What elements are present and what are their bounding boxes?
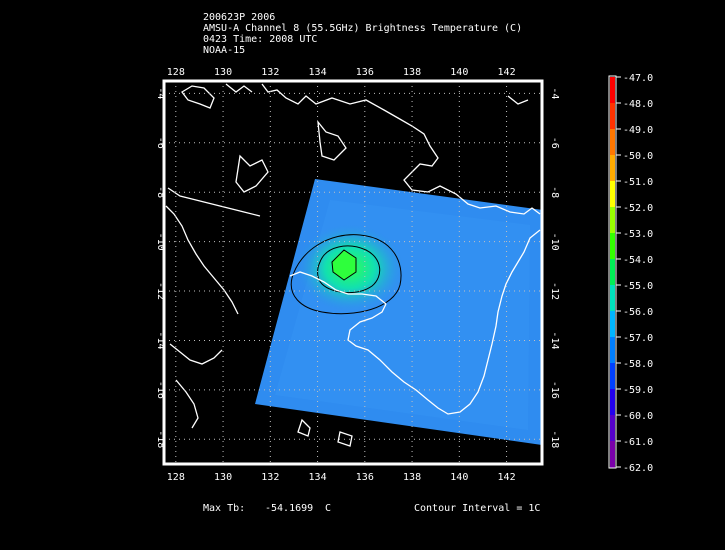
lat-label-left: -18 xyxy=(155,430,166,448)
lon-label-bottom: 128 xyxy=(167,472,185,483)
lat-label-left: -14 xyxy=(155,331,166,349)
lon-labels-bottom: 128 130 132 134 136 138 140 142 xyxy=(167,472,516,483)
lat-label-left: -6 xyxy=(155,137,166,149)
colorbar-label: -62.0 xyxy=(623,463,653,474)
lat-label-left: -12 xyxy=(155,282,166,300)
lat-label-right: -4 xyxy=(549,87,560,99)
max-tb-unit: C xyxy=(325,503,332,514)
colorbar-segment xyxy=(610,259,615,286)
colorbar-label: -58.0 xyxy=(623,359,653,370)
lon-label-top: 132 xyxy=(261,67,279,78)
colorbar-label: -57.0 xyxy=(623,333,653,344)
colorbar-segment xyxy=(610,181,615,208)
lon-label-top: 138 xyxy=(403,67,421,78)
lon-label-top: 130 xyxy=(214,67,232,78)
lon-label-top: 140 xyxy=(450,67,468,78)
lat-label-right: -6 xyxy=(549,137,560,149)
colorbar-segment xyxy=(610,363,615,390)
colorbar-label: -61.0 xyxy=(623,437,653,448)
colorbar-label: -53.0 xyxy=(623,229,653,240)
title-line-3: 0423 Time: 2008 UTC xyxy=(203,34,318,45)
lon-label-top: 134 xyxy=(309,67,327,78)
colorbar-segment xyxy=(610,311,615,338)
lat-label-left: -8 xyxy=(155,186,166,198)
lon-labels-top: 128 130 132 134 136 138 140 142 xyxy=(167,67,516,78)
max-tb-core xyxy=(331,249,357,281)
contour-outer xyxy=(290,234,402,315)
lon-label-top: 136 xyxy=(356,67,374,78)
lat-label-right: -16 xyxy=(549,381,560,399)
lat-label-right: -8 xyxy=(549,186,560,198)
lat-label-right: -14 xyxy=(549,331,560,349)
title-line-4: NOAA-15 xyxy=(203,45,246,56)
colorbar-label: -47.0 xyxy=(623,73,653,84)
lat-labels-right: -4 -6 -8 -10 -12 -14 -16 -18 xyxy=(549,87,560,448)
colorbar-label: -59.0 xyxy=(623,385,653,396)
lat-label-right: -18 xyxy=(549,430,560,448)
title-line-1: 200623P 2006 xyxy=(203,12,276,23)
colorbar-segment xyxy=(610,285,615,312)
lon-label-bottom: 132 xyxy=(261,472,279,483)
lon-label-bottom: 138 xyxy=(403,472,421,483)
colorbar-label: -55.0 xyxy=(623,281,653,292)
lon-label-top: 142 xyxy=(498,67,516,78)
colorbar-segment xyxy=(610,389,615,416)
map-frame xyxy=(162,79,544,466)
lon-label-bottom: 140 xyxy=(450,472,468,483)
lon-label-bottom: 136 xyxy=(356,472,374,483)
colorbar-segment xyxy=(610,77,615,104)
lat-labels-left: -4 -6 -8 -10 -12 -14 -16 -18 xyxy=(155,87,166,448)
lon-label-bottom: 142 xyxy=(498,472,516,483)
lat-label-left: -4 xyxy=(155,87,166,99)
lat-label-left: -10 xyxy=(155,233,166,251)
colorbar-label: -51.0 xyxy=(623,177,653,188)
lat-label-right: -12 xyxy=(549,282,560,300)
lon-label-top: 128 xyxy=(167,67,185,78)
lat-label-left: -16 xyxy=(155,381,166,399)
graticule xyxy=(164,81,542,464)
colorbar-label: -56.0 xyxy=(623,307,653,318)
lon-label-bottom: 130 xyxy=(214,472,232,483)
colorbar-label: -49.0 xyxy=(623,125,653,136)
colorbar-segment xyxy=(610,337,615,364)
colorbar-label: -54.0 xyxy=(623,255,653,266)
colorbar-segment xyxy=(610,441,615,468)
colorbar-segment xyxy=(610,155,615,182)
colorbar-labels: -47.0 -48.0 -49.0 -50.0 -51.0 -52.0 -53.0 -54.0… xyxy=(616,73,653,474)
colorbar-segment xyxy=(610,207,615,234)
lat-label-right: -10 xyxy=(549,233,560,251)
title-line-2: AMSU-A Channel 8 (55.5GHz) Brightness Te… xyxy=(203,23,523,34)
contour-middle xyxy=(317,245,381,293)
map-content xyxy=(165,83,542,447)
coastlines xyxy=(165,83,541,447)
max-tb-value: -54.1699 xyxy=(265,503,314,514)
colorbar-segment xyxy=(610,103,615,130)
colorbar-frame xyxy=(608,75,617,469)
colorbar-label: -50.0 xyxy=(623,151,653,162)
colorbar xyxy=(610,77,615,468)
max-tb-label: Max Tb: xyxy=(203,503,246,514)
colorbar-segment xyxy=(610,233,615,260)
colorbar-label: -48.0 xyxy=(623,99,653,110)
lon-label-bottom: 134 xyxy=(309,472,327,483)
colorbar-segment xyxy=(610,129,615,156)
colorbar-label: -60.0 xyxy=(623,411,653,422)
contour-interval: Contour Interval = 1C xyxy=(414,503,541,514)
colorbar-label: -52.0 xyxy=(623,203,653,214)
colorbar-segment xyxy=(610,415,615,442)
